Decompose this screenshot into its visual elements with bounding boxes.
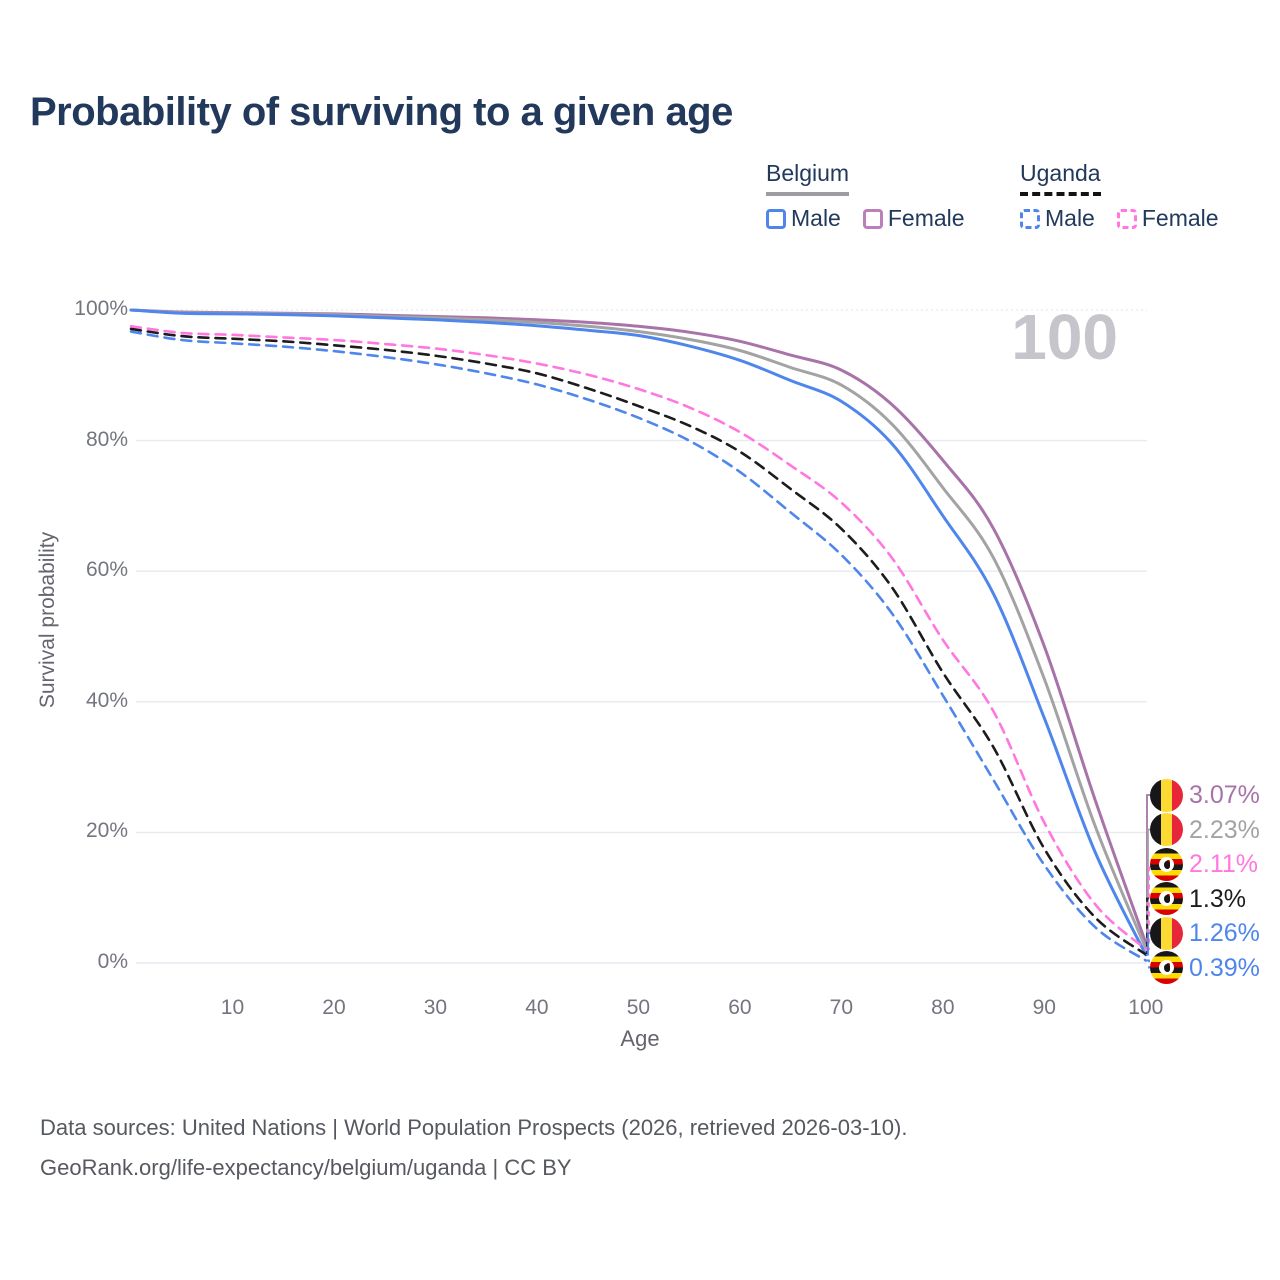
legend-country-uganda: Uganda xyxy=(1020,160,1101,196)
x-tick-70: 70 xyxy=(829,996,854,1019)
legend-item-label: Female xyxy=(1141,205,1219,231)
x-tick-90: 90 xyxy=(1032,996,1056,1019)
x-tick-20: 20 xyxy=(322,996,346,1019)
end-value-belgium-female: 3.07% xyxy=(1189,781,1260,809)
end-value-belgium-both-sexes: 2.23% xyxy=(1189,815,1260,844)
y-tick-100%: 100% xyxy=(74,297,128,320)
page-title: Probability of surviving to a given age xyxy=(30,90,733,134)
legend-item-label: Female xyxy=(887,205,965,231)
age-counter-watermark: 100 xyxy=(1011,301,1118,373)
x-tick-30: 30 xyxy=(423,996,448,1019)
legend-item-belgium-male[interactable]: Male xyxy=(766,205,841,232)
footer-attribution: GeoRank.org/life-expectancy/belgium/ugan… xyxy=(40,1155,572,1180)
legend-item-label: Male xyxy=(1045,205,1095,231)
belgium-flag-icon xyxy=(1150,916,1183,950)
x-tick-100: 100 xyxy=(1128,996,1164,1019)
x-axis-title: Age xyxy=(620,1026,660,1051)
legend-swatch-icon xyxy=(1116,208,1137,229)
x-tick-50: 50 xyxy=(626,996,651,1019)
y-tick-0%: 0% xyxy=(97,950,128,973)
end-value-uganda-male: 0.39% xyxy=(1189,953,1260,982)
legend-swatch-icon xyxy=(766,208,786,229)
x-tick-60: 60 xyxy=(728,996,752,1019)
legend-item-belgium-female[interactable]: Female xyxy=(862,205,965,232)
y-axis-title: Survival probability xyxy=(36,531,59,709)
curve-uganda-male xyxy=(129,330,1148,962)
curve-uganda-female xyxy=(129,325,1148,951)
curve-belgium-male xyxy=(129,308,1148,957)
uganda-flag-icon xyxy=(1150,951,1183,984)
legend-group-belgium: Belgium Male Female xyxy=(766,160,965,232)
x-tick-40: 40 xyxy=(525,996,549,1019)
end-value-belgium-male: 1.26% xyxy=(1189,919,1260,947)
uganda-flag-icon xyxy=(1150,847,1183,881)
legend-item-label: Male xyxy=(791,205,841,231)
footer: Data sources: United Nations | World Pop… xyxy=(40,1108,907,1188)
curve-uganda-both-sexes xyxy=(129,327,1148,956)
y-tick-20%: 20% xyxy=(85,819,128,843)
legend-item-uganda-male[interactable]: Male xyxy=(1020,205,1095,232)
x-tick-10: 10 xyxy=(220,996,245,1019)
legend-country-belgium: Belgium xyxy=(766,160,850,196)
y-tick-40%: 40% xyxy=(85,688,128,712)
footer-data-sources: Data sources: United Nations | World Pop… xyxy=(40,1115,908,1140)
x-tick-80: 80 xyxy=(931,996,955,1019)
belgium-flag-icon xyxy=(1150,813,1183,846)
belgium-flag-icon xyxy=(1150,778,1183,812)
end-connector-belgium-male xyxy=(1145,932,1151,956)
legend-swatch-icon xyxy=(1020,208,1040,229)
uganda-flag-icon xyxy=(1150,882,1183,915)
end-value-uganda-female: 2.11% xyxy=(1189,850,1259,878)
end-value-uganda-both-sexes: 1.3% xyxy=(1189,884,1246,913)
legend-swatch-icon xyxy=(862,208,883,229)
y-tick-60%: 60% xyxy=(85,558,128,582)
legend-item-uganda-female[interactable]: Female xyxy=(1116,205,1219,232)
legend-group-uganda: Uganda Male Female xyxy=(1020,160,1219,232)
y-tick-80%: 80% xyxy=(85,427,128,451)
